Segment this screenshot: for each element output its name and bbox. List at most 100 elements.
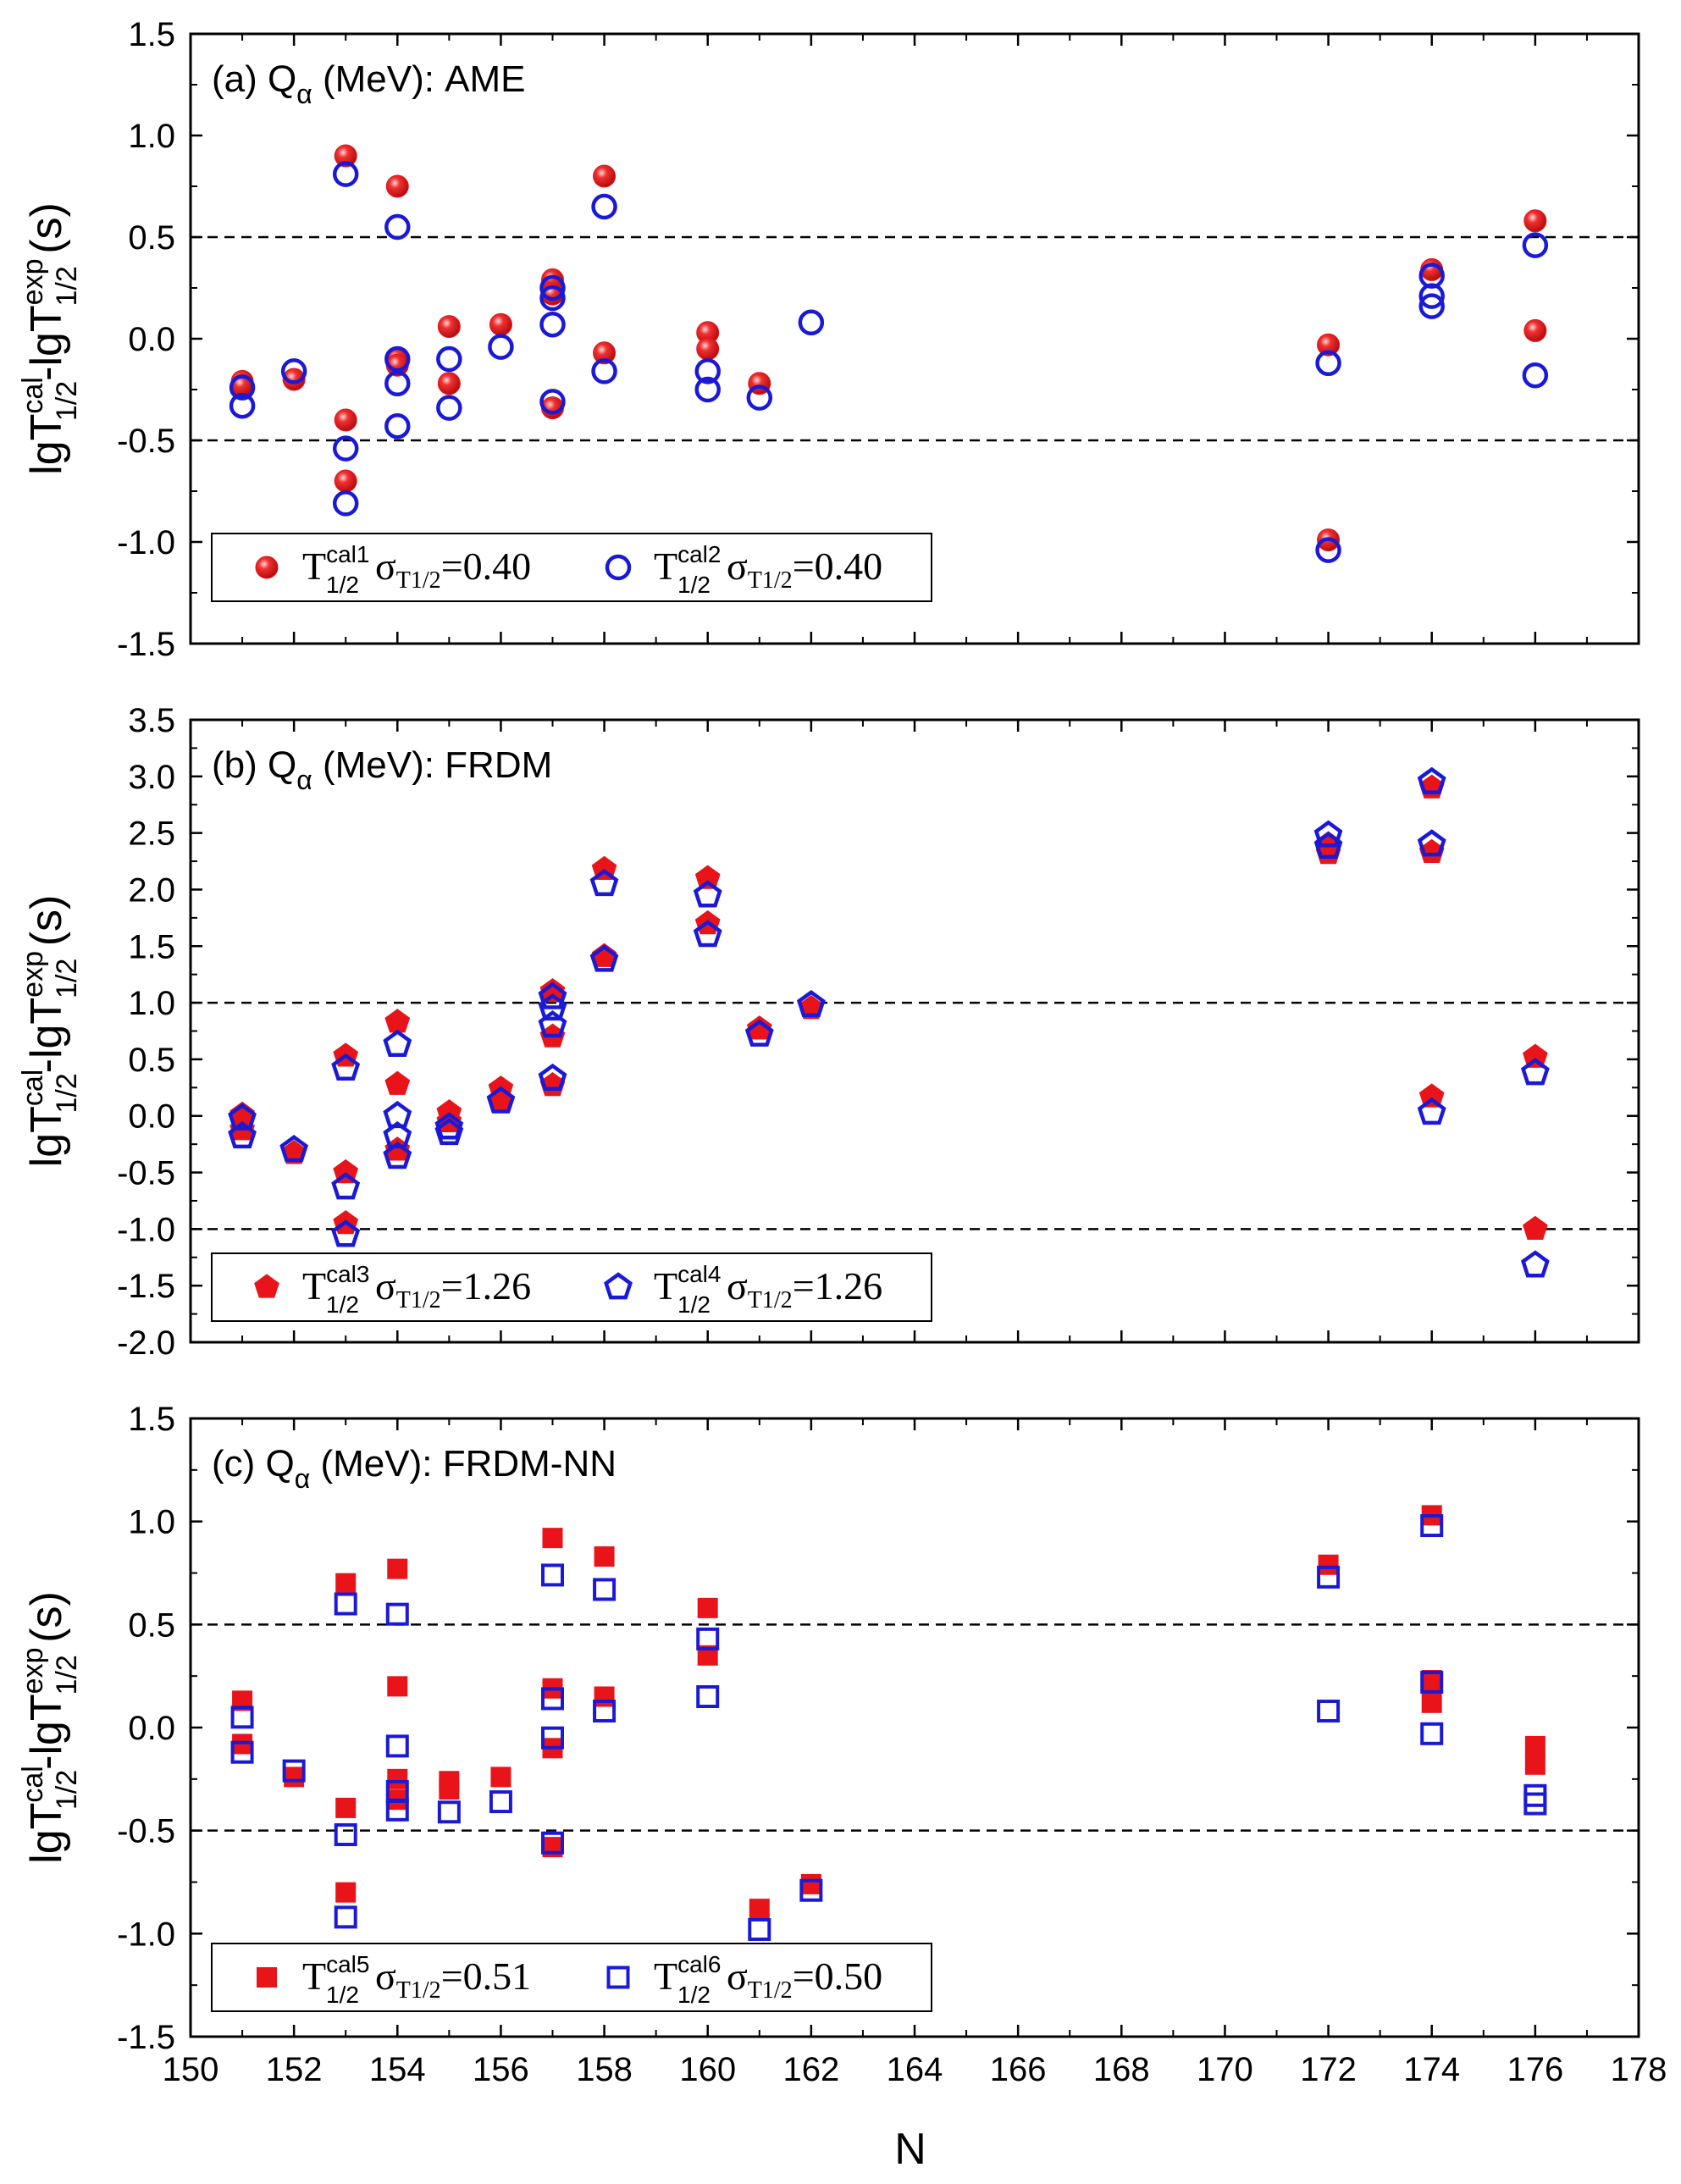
ylabel-unit: (s) [22,1591,71,1655]
data-point [541,1726,564,1750]
data-point [1318,1554,1339,1575]
legend-label-sup: cal4 [677,1261,721,1287]
data-point [334,1823,357,1847]
y-tick-label: 1.0 [128,1504,175,1541]
ylabel-sup-exp: exp [17,1647,49,1694]
x-tick-label: 158 [576,2051,633,2088]
series-2 [230,1514,1547,1941]
x-tick-label: 168 [1093,2051,1150,2088]
legend-sigma: σ [727,1264,748,1308]
data-point [696,337,720,361]
data-point [1421,1692,1442,1713]
data-point [383,1100,412,1129]
data-point [589,944,619,972]
data-point [1520,1058,1550,1086]
data-point [436,346,462,373]
legend: Tcal1 1/2 σT1/2=0.40 Tcal2 1/2 σT1/2=0.40 [211,533,932,602]
data-point [748,1917,771,1941]
legend-label-sub: 1/2 [677,572,711,598]
data-point [284,1767,305,1788]
data-point [331,1219,361,1247]
legend-sigma-value: =0.51 [441,1955,531,1998]
panel-label-sub: α [296,765,312,795]
y-tick-label: 2.5 [128,816,175,853]
legend-sigma-sub: T1/2 [748,1977,793,2004]
ylabel-sup-cal: cal [17,377,49,413]
legend-label: Tcal2 1/2 σT1/2=0.40 [654,541,882,598]
panel-label-prefix: (a) Q [212,58,296,100]
legend-sigma-sub: T1/2 [748,1287,793,1313]
legend-label: Tcal6 1/2 σT1/2=0.50 [654,1951,882,2008]
x-tick-label: 174 [1403,2051,1460,2088]
data-point [334,469,357,493]
data-point [384,370,411,397]
panels: -1.5-1.0-0.50.00.51.01.5(a) Qα (MeV): AM… [117,16,1667,2088]
y-tick-label: -0.5 [117,423,175,460]
data-point [385,1734,409,1758]
data-point [387,1558,408,1579]
data-point [335,1573,357,1594]
legend-marker [605,554,632,581]
ylabel-base: lgT [22,1803,71,1864]
data-point [1315,350,1341,377]
data-point [1418,1083,1445,1108]
legend-sigma-value: =0.50 [793,1955,882,1998]
data-point [593,341,617,365]
data-point [541,1831,564,1855]
y-tick-label: 0.0 [128,321,175,358]
ylabel-sup-cal: cal [17,1070,49,1106]
data-point [799,1878,823,1902]
data-point [229,374,256,401]
data-point [488,334,514,360]
data-point [542,1528,563,1549]
data-point [1420,1514,1444,1538]
series-1 [230,144,1547,552]
data-point [332,490,359,517]
y-tick-label: -0.5 [117,1155,175,1192]
y-tick-label: -1.5 [117,1268,175,1305]
data-point [1317,1565,1341,1589]
data-point [538,1063,567,1092]
data-point [1417,829,1446,857]
legend-box [211,1943,932,2012]
legend-sigma: σ [375,545,396,588]
ylabel-sub: 1/2 [51,1770,83,1810]
data-point [228,1121,257,1149]
data-point [232,1690,253,1711]
legend-label: Tcal1 1/2 σT1/2=0.40 [302,541,531,598]
data-point [486,1086,516,1114]
ylabel-unit: (s) [22,202,71,266]
legend-sigma-value: =1.26 [793,1264,882,1308]
x-tick-label: 178 [1611,2051,1667,2088]
y-tick-label: 1.5 [128,928,175,965]
data-point [437,1800,461,1824]
x-tick-label: 156 [473,2051,529,2088]
data-point [594,1686,615,1707]
data-point [1524,1754,1546,1775]
data-point [693,920,722,948]
data-point [282,368,306,391]
y-tick-label: 1.0 [128,985,175,1022]
data-point [1523,209,1547,233]
x-tick-label: 152 [266,2051,323,2088]
legend-label-sub: 1/2 [326,1982,359,2008]
ylabel-minus: -lgT [22,998,71,1074]
ylabel-sup-cal: cal [17,1766,49,1802]
ylabel-minus: -lgT [22,305,71,381]
data-point [696,1685,720,1708]
x-tick-label: 164 [887,2051,943,2088]
data-point [696,1627,720,1650]
legend-sigma-value: =1.26 [441,1264,531,1308]
data-point [387,1676,408,1697]
legend-label-sup: cal6 [677,1951,721,1977]
panel-a: -1.5 -1.0 -0.5 0.0 0.5 1.0 1.5 (a) Qα (MeV): AM… [117,16,1640,663]
y-tick-label: -1.0 [117,1916,175,1953]
legend-sigma-sub: T1/2 [396,1287,441,1313]
data-point [593,164,617,188]
y-tick-label: 3.5 [128,702,175,739]
x-tick-label: 150 [163,2051,219,2088]
data-point [541,1687,564,1711]
legend: Tcal3 1/2 σT1/2=1.26 Tcal4 1/2 σT1/2=1.26 [211,1252,932,1322]
panel-b: -2.0 -1.5 -1.0 -0.5 0.0 0.5 1.0 1.5 2.0 2.5 3.0 3.5… [117,702,1640,1362]
legend-sigma-value: =0.40 [441,545,531,588]
